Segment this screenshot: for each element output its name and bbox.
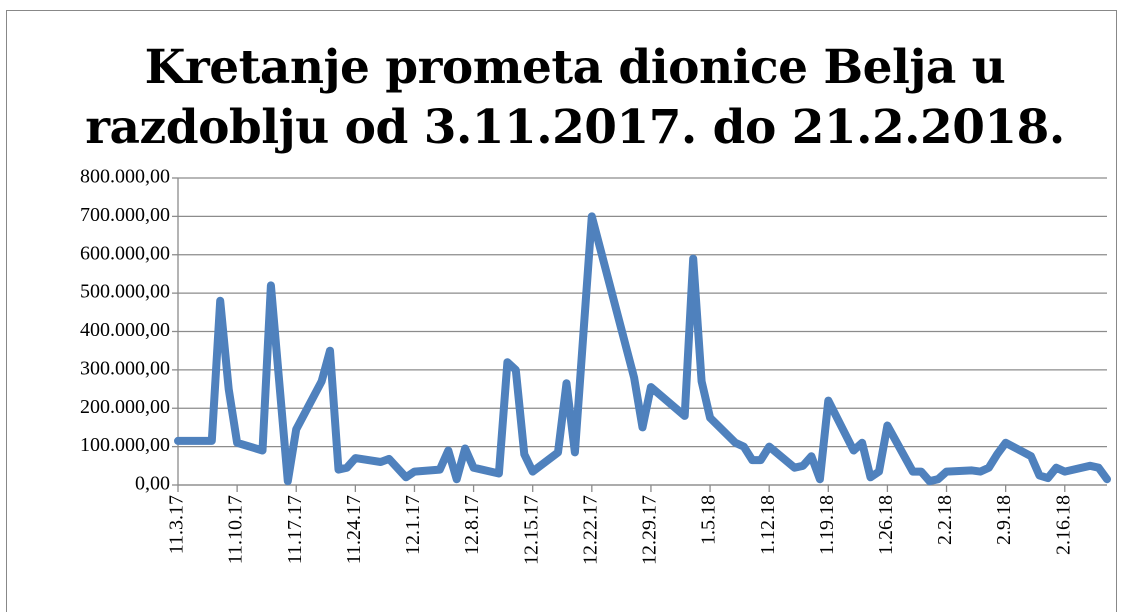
y-tick-label: 500.000,00 — [80, 281, 170, 303]
y-tick-label: 100.000,00 — [80, 434, 170, 456]
x-tick-label: 12.1.17 — [402, 495, 424, 555]
y-tick-label: 800.000,00 — [80, 166, 170, 188]
y-tick-label: 0,00 — [135, 473, 170, 495]
y-tick-label: 300.000,00 — [80, 357, 170, 379]
y-tick-label: 700.000,00 — [80, 204, 170, 226]
x-tick-label: 1.5.18 — [698, 495, 720, 545]
x-tick-label: 2.9.18 — [993, 495, 1015, 545]
line-series — [174, 212, 1111, 486]
x-tick-label: 2.2.18 — [934, 495, 956, 545]
x-tick-label: 12.29.17 — [639, 495, 661, 565]
x-tick-label: 12.8.17 — [461, 495, 483, 555]
x-tick-label: 12.15.17 — [520, 495, 542, 565]
y-tick-label: 200.000,00 — [80, 396, 170, 418]
x-tick-label: 11.17.17 — [284, 495, 306, 564]
chart-border — [6, 10, 1117, 612]
x-tick-label: 12.22.17 — [579, 495, 601, 565]
x-tick-label: 11.10.17 — [225, 495, 247, 564]
x-tick-label: 11.24.17 — [343, 495, 365, 564]
x-tick-label: 1.26.18 — [875, 495, 897, 555]
x-tick-label: 11.3.17 — [166, 495, 188, 554]
y-tick-label: 600.000,00 — [80, 242, 170, 264]
x-tick-label: 2.16.18 — [1052, 495, 1074, 555]
chart-title: Kretanje prometa dionice Belja u razdobl… — [85, 40, 1065, 155]
x-tick-label: 1.12.18 — [757, 495, 779, 555]
y-tick-label: 400.000,00 — [80, 319, 170, 341]
x-tick-label: 1.19.18 — [816, 495, 838, 555]
